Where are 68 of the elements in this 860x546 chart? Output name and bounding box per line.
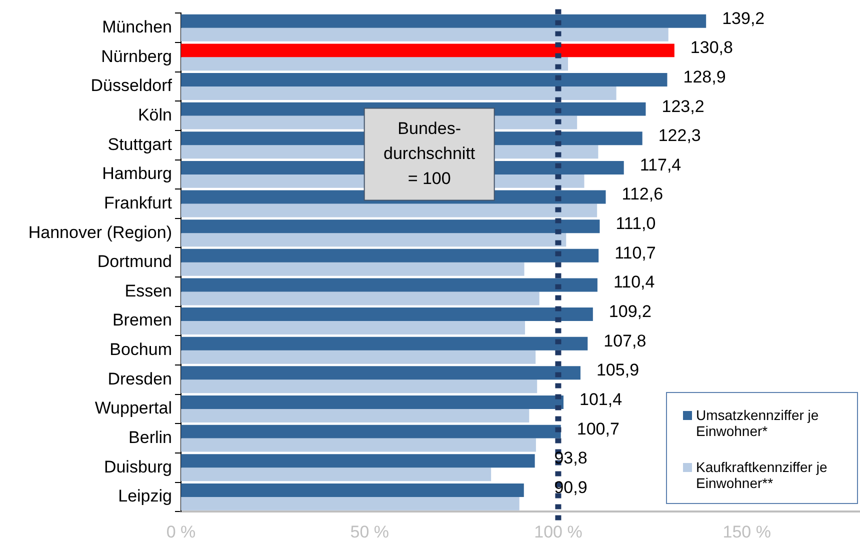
data-label: 93,8 [554,448,588,468]
bar [181,204,598,218]
data-label: 109,2 [608,302,652,321]
y-tick-label: Wuppertal [94,398,172,418]
x-tick-label: 50 % [350,522,389,542]
y-tick-label: Köln [138,106,172,124]
y-tick-label: Berlin [128,428,172,447]
data-label: 90,9 [554,478,588,497]
data-label: 107,8 [604,331,646,350]
y-tick-label: Frankfurt [104,193,172,212]
bar [181,396,564,409]
data-label: 122,3 [658,126,701,146]
y-tick-label: Dresden [108,369,172,388]
bar [181,28,668,42]
bar [181,233,566,247]
bar [181,73,668,86]
bar [181,380,538,394]
y-tick-label: Nürnberg [101,46,172,66]
data-label: 123,2 [662,96,704,116]
data-label: 101,4 [580,390,622,409]
bar [181,350,536,364]
data-label: 112,6 [622,184,664,204]
y-tick-label: Essen [124,281,172,300]
bar [181,321,526,335]
y-tick-label: Düsseldorf [90,76,172,96]
bar [181,468,492,482]
annotation: Bundes- durchschnitt = 100 [383,118,476,188]
y-tick-label: Leipzig [118,486,172,506]
legend-label: Umsatzkennziffer je Einwohner* [696,407,820,439]
legend-label: Kaufkraftkennziffer je Einwohner** [696,459,828,491]
data-label: 117,4 [640,155,682,174]
y-tick-label: Duisburg [104,457,172,476]
bar [181,438,536,452]
data-label: 111,0 [616,214,656,234]
bar [181,336,588,350]
bar [181,278,598,292]
y-tick-label: Bremen [112,310,172,330]
bar [181,248,599,262]
y-tick-label: Bochum [110,340,172,360]
y-tick-label: Stuttgart [108,134,172,154]
data-label: 110,7 [614,243,656,262]
x-tick-label: 100 % [534,522,582,542]
bar [181,220,600,234]
bar [181,408,530,422]
bar [181,292,540,306]
y-tick-label: Dortmund [97,252,172,272]
bar [181,86,616,100]
y-tick-label: Hannover (Region) [28,222,172,242]
bar [181,44,674,58]
bar [181,424,561,438]
data-label: 100,7 [576,419,620,438]
bar [181,454,535,468]
data-label: 130,8 [690,38,733,58]
bar [181,14,706,28]
bar [181,262,524,276]
bar [181,496,520,510]
data-label: 105,9 [596,360,640,380]
y-tick-label: München [102,18,172,37]
y-tick-label: Hamburg [102,164,172,184]
x-tick-label: 0 % [166,522,196,542]
data-label: 128,9 [683,67,726,86]
bar [181,366,580,380]
x-tick-label: 150 % [722,522,771,542]
data-label: 110,4 [613,272,655,292]
bar [181,483,524,497]
data-label: 139,2 [722,8,765,28]
bar [181,57,568,71]
bar [181,308,593,322]
